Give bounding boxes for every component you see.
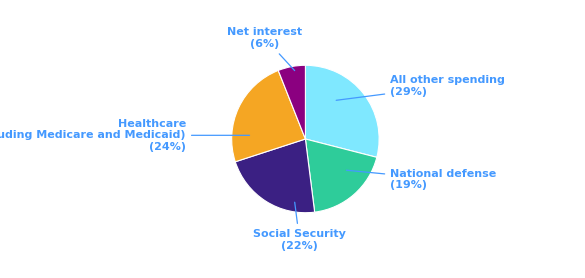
Text: Healthcare
(including Medicare and Medicaid)
(24%): Healthcare (including Medicare and Medic… [0,119,250,152]
Text: All other spending
(29%): All other spending (29%) [336,75,505,100]
Text: Social Security
(22%): Social Security (22%) [253,202,346,250]
Text: National defense
(19%): National defense (19%) [346,169,497,190]
Wedge shape [232,70,305,162]
Text: Net interest
(6%): Net interest (6%) [228,28,302,71]
Wedge shape [235,139,315,213]
Wedge shape [305,65,379,157]
Wedge shape [305,139,377,212]
Wedge shape [278,65,305,139]
